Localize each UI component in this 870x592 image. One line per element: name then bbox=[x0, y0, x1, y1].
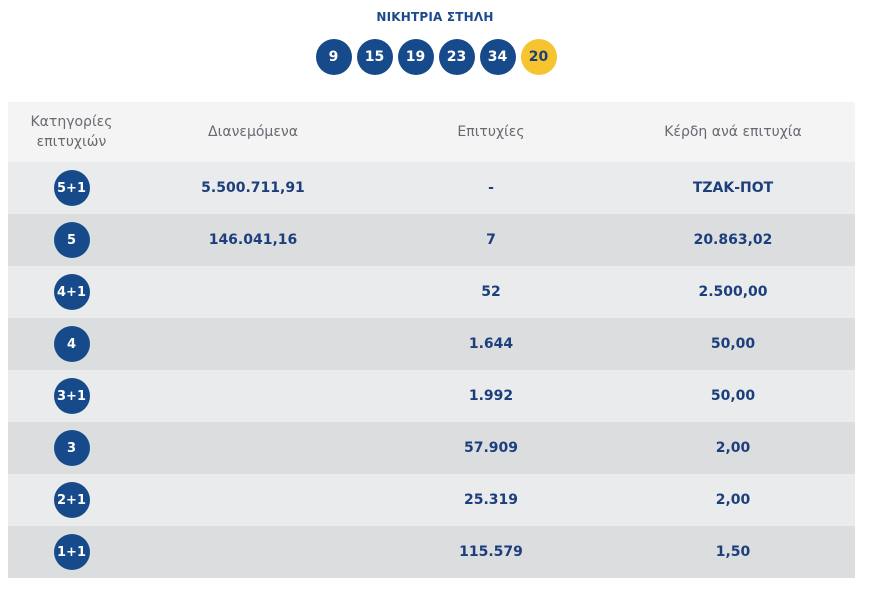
number-ball: 9 bbox=[315, 39, 352, 75]
winning-numbers: 9 15 19 23 34 20 bbox=[0, 39, 870, 75]
number-ball: 23 bbox=[438, 39, 475, 75]
category-badge: 1+1 bbox=[53, 534, 90, 570]
prize-value: 50,00 bbox=[710, 336, 756, 352]
category-badge: 5 bbox=[53, 222, 90, 258]
table-row: 3 57.909 2,00 bbox=[8, 422, 855, 474]
winners-value: 52 bbox=[481, 284, 501, 300]
table-row: 1+1 115.579 1,50 bbox=[8, 526, 855, 578]
header-distributed: Διανεμόμενα bbox=[208, 124, 298, 140]
winners-value: 115.579 bbox=[459, 544, 523, 560]
table-row: 5 146.041,16 7 20.863,02 bbox=[8, 214, 855, 266]
winners-value: 57.909 bbox=[463, 440, 519, 456]
winners-value: 1.992 bbox=[468, 388, 514, 404]
table-row: 4 1.644 50,00 bbox=[8, 318, 855, 370]
table-row: 5+1 5.500.711,91 - ΤΖΑΚ-ΠΟΤ bbox=[8, 162, 855, 214]
number-ball: 15 bbox=[356, 39, 393, 75]
category-badge: 4+1 bbox=[53, 274, 90, 310]
category-badge: 2+1 bbox=[53, 482, 90, 518]
prize-value: 2,00 bbox=[715, 492, 751, 508]
table-header: Κατηγορίες επιτυχιών Διανεμόμενα Επιτυχί… bbox=[8, 102, 855, 162]
prize-value: ΤΖΑΚ-ΠΟΤ bbox=[692, 180, 774, 196]
table-row: 2+1 25.319 2,00 bbox=[8, 474, 855, 526]
category-badge: 5+1 bbox=[53, 170, 90, 206]
winners-value: - bbox=[488, 180, 494, 196]
header-winners: Επιτυχίες bbox=[457, 124, 525, 140]
prize-table: Κατηγορίες επιτυχιών Διανεμόμενα Επιτυχί… bbox=[8, 102, 855, 578]
winning-column-title: ΝΙΚΗΤΡΙΑ ΣΤΗΛΗ bbox=[376, 10, 494, 24]
winners-value: 1.644 bbox=[468, 336, 514, 352]
prize-value: 50,00 bbox=[710, 388, 756, 404]
winners-value: 7 bbox=[486, 232, 496, 248]
prize-value: 2.500,00 bbox=[698, 284, 768, 300]
distributed-value: 146.041,16 bbox=[208, 232, 298, 248]
table-row: 3+1 1.992 50,00 bbox=[8, 370, 855, 422]
winners-value: 25.319 bbox=[463, 492, 519, 508]
number-ball: 19 bbox=[397, 39, 434, 75]
distributed-value: 5.500.711,91 bbox=[201, 180, 305, 196]
number-ball: 34 bbox=[479, 39, 516, 75]
header-category: Κατηγορίες επιτυχιών bbox=[30, 114, 113, 150]
table-row: 4+1 52 2.500,00 bbox=[8, 266, 855, 318]
prize-value: 1,50 bbox=[715, 544, 751, 560]
prize-value: 20.863,02 bbox=[693, 232, 773, 248]
joker-ball: 20 bbox=[520, 39, 557, 75]
category-badge: 3 bbox=[53, 430, 90, 466]
prize-value: 2,00 bbox=[715, 440, 751, 456]
category-badge: 3+1 bbox=[53, 378, 90, 414]
header-prize: Κέρδη ανά επιτυχία bbox=[664, 124, 802, 140]
category-badge: 4 bbox=[53, 326, 90, 362]
